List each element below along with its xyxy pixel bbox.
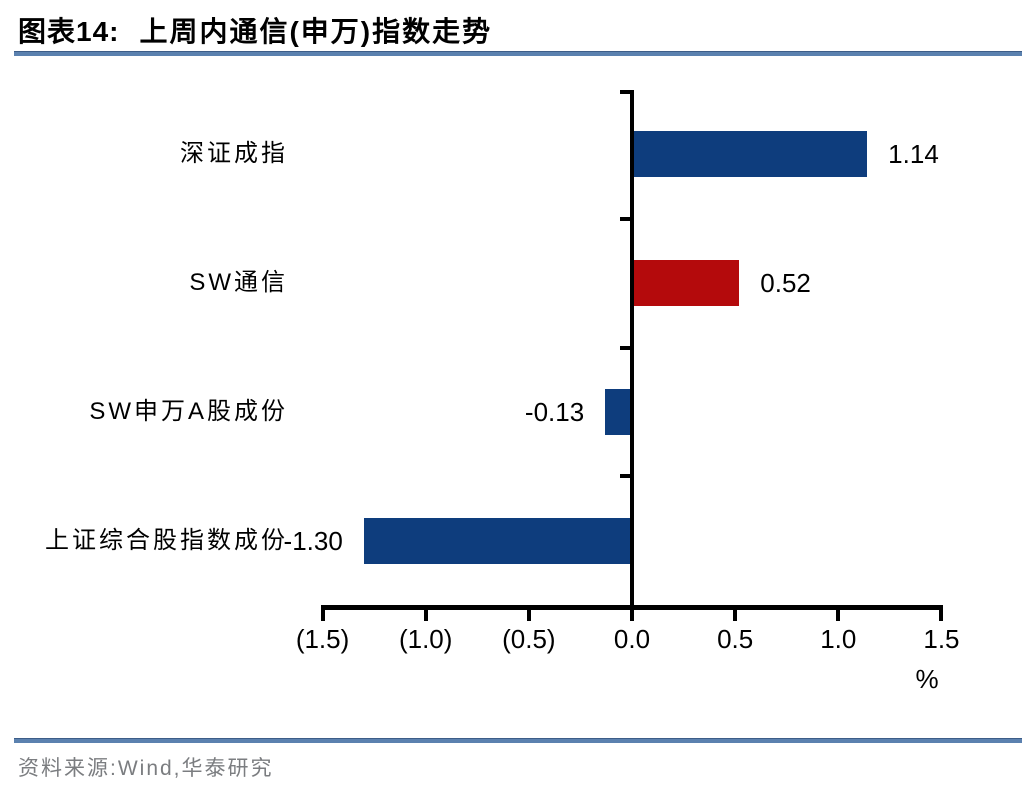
category-axis-tick [620, 474, 630, 479]
axis-unit-label: % [915, 664, 939, 694]
x-axis-tick [320, 610, 325, 621]
horizontal-bar-chart: (1.5) (1.0) (0.5) 0.0 0.5 1.0 1.5% 深证成指 1.14 SW通信… [0, 70, 1036, 720]
value-label: -1.30 [283, 525, 343, 556]
category-axis-tick [620, 345, 630, 350]
x-axis-tick [630, 610, 634, 621]
x-axis-tick [836, 610, 841, 621]
category-axis-line [320, 605, 944, 610]
value-label: 0.52 [760, 268, 811, 299]
title-divider-line [14, 51, 1022, 56]
x-axis-tick-label: (0.5) [502, 624, 556, 654]
x-axis-tick [423, 610, 428, 621]
value-label: -0.13 [524, 396, 585, 427]
value-axis-line [630, 90, 634, 610]
category-label: SW通信 [189, 269, 288, 297]
bar-深证成指 [632, 131, 868, 178]
x-axis-tick [733, 610, 738, 621]
category-label: 上证综合股指数成份 [45, 526, 288, 554]
figure-title: 上周内通信(申万)指数走势 [139, 16, 493, 47]
x-axis-tick-label: (1.0) [398, 624, 453, 654]
x-axis-tick-label: (1.5) [295, 624, 350, 654]
x-axis-tick-label: 1.5 [923, 624, 960, 654]
x-axis-tick-label: 0.0 [613, 624, 651, 654]
x-axis-tick [939, 610, 944, 621]
x-axis-tick [526, 610, 531, 621]
category-label: SW申万A股成份 [89, 397, 288, 425]
bar-SW通信 [632, 260, 740, 307]
x-axis-tick-label: 1.0 [820, 624, 857, 654]
category-axis-tick [620, 216, 630, 221]
category-axis-tick [620, 90, 630, 94]
figure-number-label: 图表14: [18, 16, 120, 47]
x-axis-tick-label: 0.5 [717, 624, 754, 654]
figure-header: 图表14: 上周内通信(申万)指数走势 [18, 10, 493, 47]
value-label: 1.14 [888, 139, 939, 170]
bar-上证综合股指数成份 [363, 517, 632, 564]
footer-divider-line [14, 738, 1022, 743]
category-label: 深证成指 [180, 140, 288, 168]
source-note: 资料来源:Wind,华泰研究 [18, 757, 274, 780]
bar-SW申万A股成份 [605, 388, 632, 435]
